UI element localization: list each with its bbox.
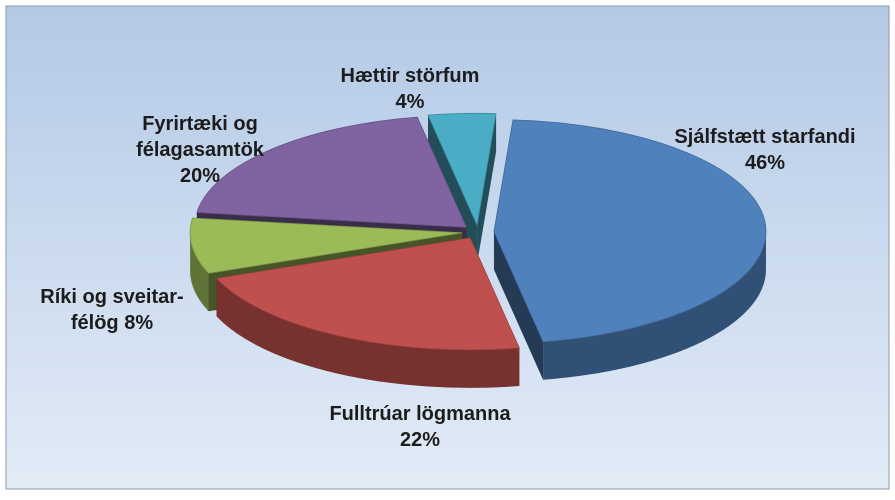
value-label: 46% [745,152,785,174]
data-label: Fyrirtæki og félagasamtök 20% [136,113,265,187]
pie-slice [189,217,463,274]
slice-wall [477,113,497,264]
data-label: Fulltrúar lögmanna 22% [329,403,511,451]
pie-slice [427,112,497,227]
value-label: 20% [180,165,220,187]
label-line: Fyrirtæki og [142,113,258,135]
pie-slice [196,116,468,228]
data-label: Ríki og sveitar-félög 8% [40,286,183,334]
slice-wall [493,231,544,380]
label-line: félög [71,312,124,334]
label-line: félagasamtök [136,139,265,161]
slice-side [190,232,209,312]
label-line: Hættir störfum [341,65,480,87]
data-label: Hættir störfum 4% [341,65,480,113]
label-line: Fulltrúar lögmanna [329,403,511,425]
value-label: 4% [396,91,425,113]
label-line: Ríki og sveitar- [40,286,183,308]
slice-side [216,278,520,388]
label-line: Sjálfstætt starfandi [674,126,855,148]
data-label: Sjálfstætt starfandi 46% [674,126,855,174]
pie-slice [493,119,767,343]
pie-slice [215,237,520,351]
slice-side [543,231,766,380]
value-label: 8% [124,312,153,334]
value-label: 22% [400,429,440,451]
